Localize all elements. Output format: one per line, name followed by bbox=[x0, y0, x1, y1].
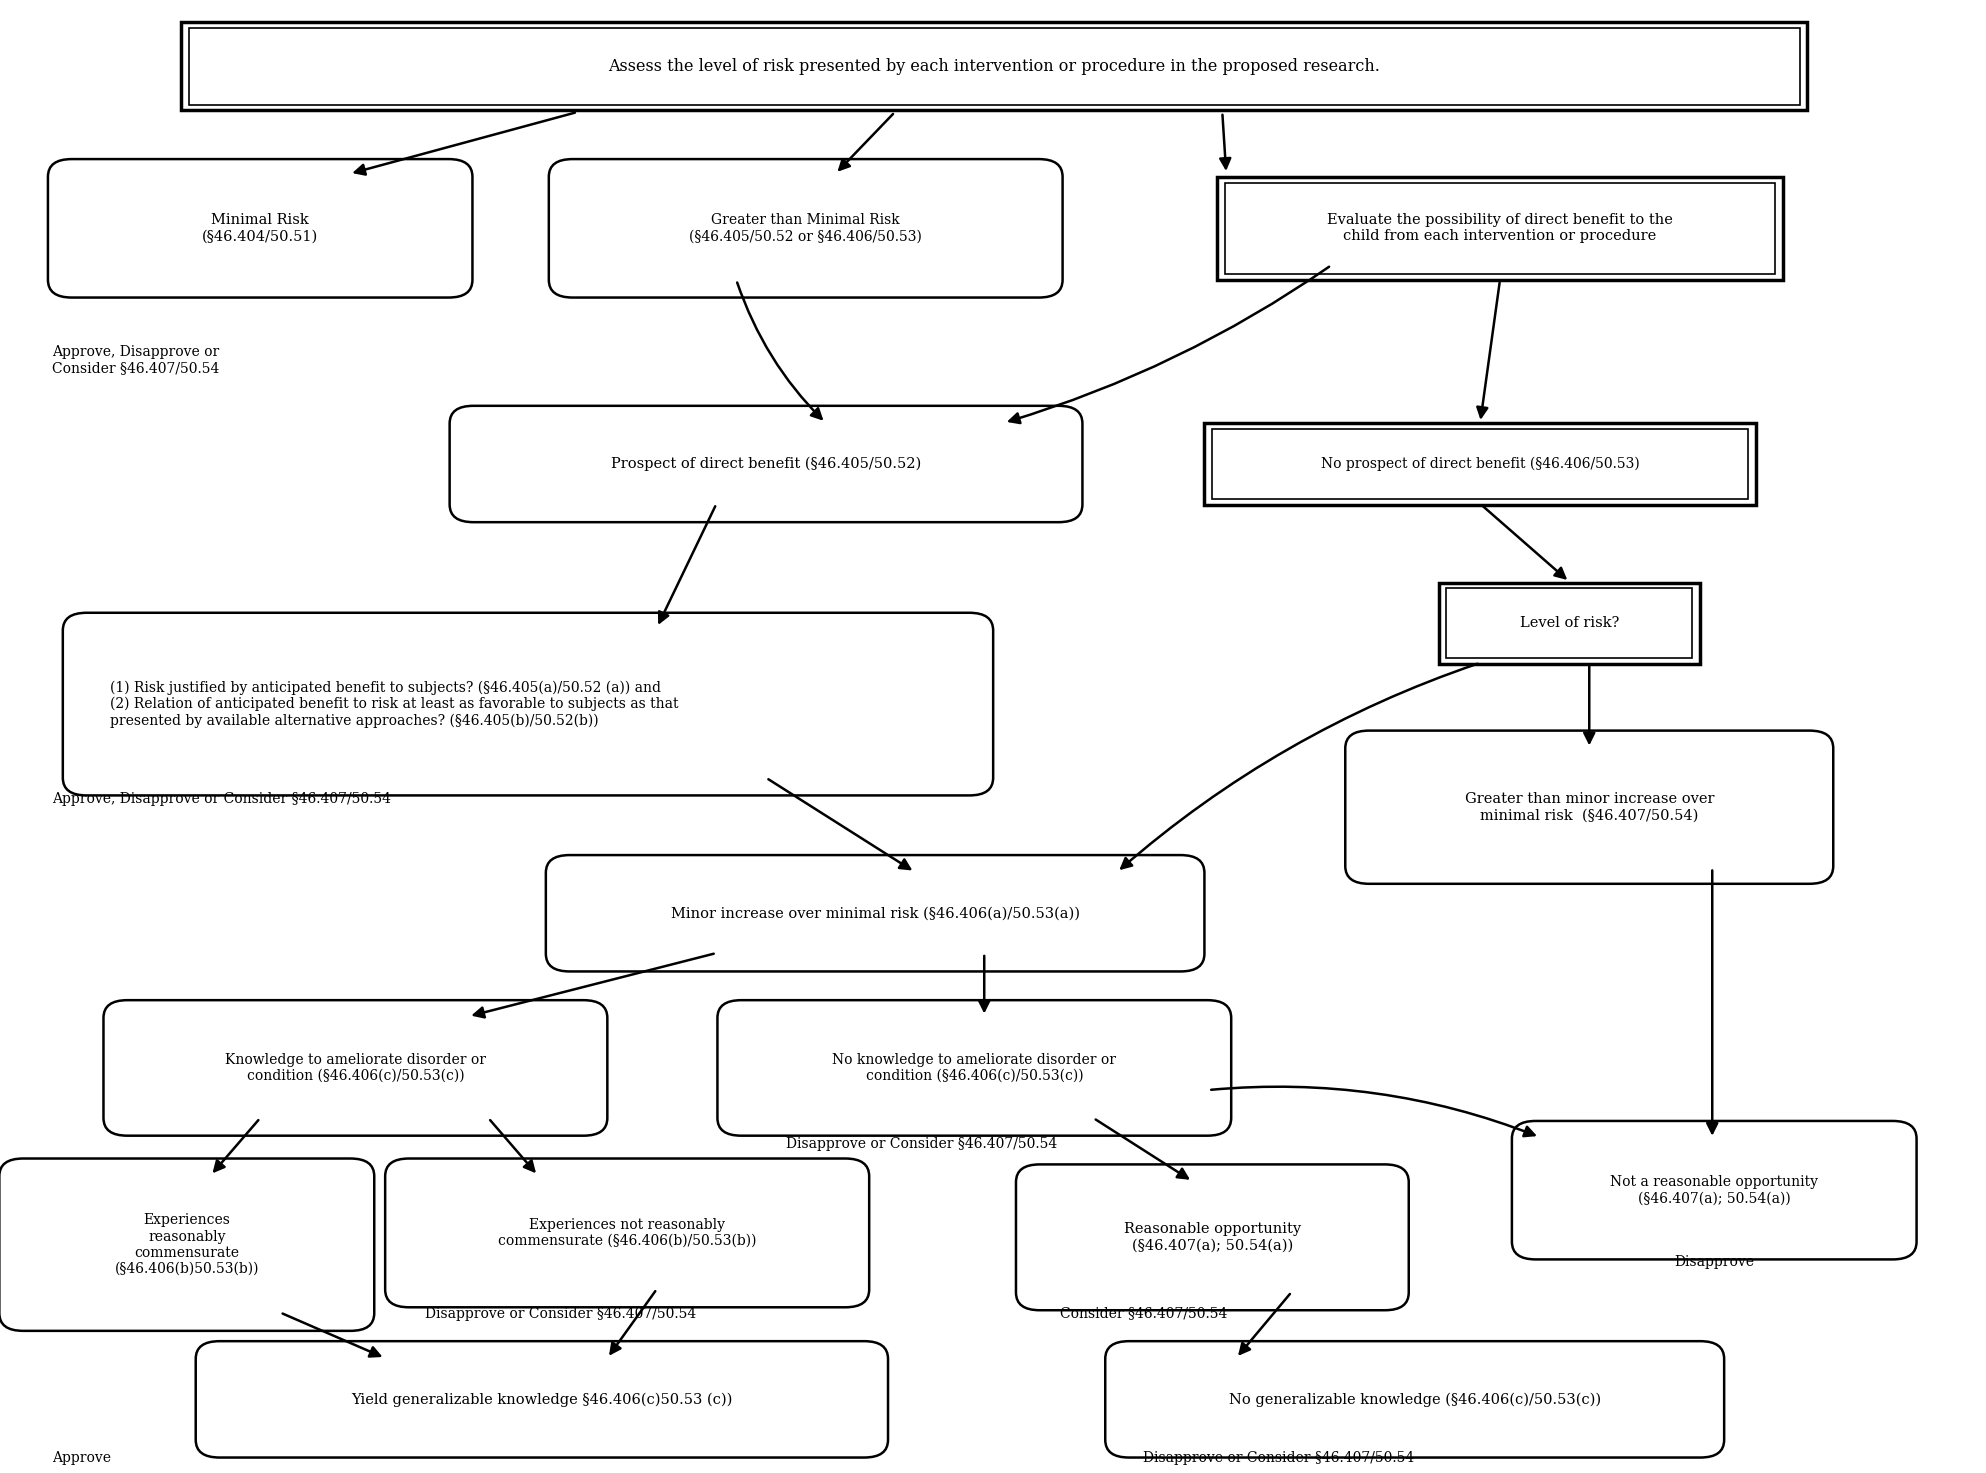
FancyBboxPatch shape bbox=[1345, 731, 1833, 884]
FancyBboxPatch shape bbox=[197, 1340, 888, 1458]
FancyBboxPatch shape bbox=[717, 1000, 1231, 1136]
Text: Reasonable opportunity
(§46.407(a); 50.54(a)): Reasonable opportunity (§46.407(a); 50.5… bbox=[1124, 1223, 1301, 1252]
FancyBboxPatch shape bbox=[0, 1158, 373, 1332]
FancyBboxPatch shape bbox=[64, 613, 993, 795]
Text: No knowledge to ameliorate disorder or
condition (§46.406(c)/50.53(c)): No knowledge to ameliorate disorder or c… bbox=[832, 1053, 1116, 1083]
Text: Disapprove or Consider §46.407/50.54: Disapprove or Consider §46.407/50.54 bbox=[425, 1307, 695, 1321]
Text: Not a reasonable opportunity
(§46.407(a); 50.54(a)): Not a reasonable opportunity (§46.407(a)… bbox=[1611, 1175, 1819, 1205]
Text: Greater than minor increase over
minimal risk  (§46.407/50.54): Greater than minor increase over minimal… bbox=[1464, 792, 1714, 822]
FancyBboxPatch shape bbox=[385, 1158, 870, 1308]
Text: No generalizable knowledge (§46.406(c)/50.53(c)): No generalizable knowledge (§46.406(c)/5… bbox=[1229, 1392, 1601, 1407]
Text: Experiences
reasonably
commensurate
(§46.406(b)50.53(b)): Experiences reasonably commensurate (§46… bbox=[115, 1214, 258, 1276]
Text: Minimal Risk
(§46.404/50.51): Minimal Risk (§46.404/50.51) bbox=[203, 214, 318, 243]
Text: Approve: Approve bbox=[52, 1451, 111, 1466]
Text: Disapprove or Consider §46.407/50.54: Disapprove or Consider §46.407/50.54 bbox=[1142, 1451, 1414, 1466]
FancyBboxPatch shape bbox=[1204, 423, 1756, 504]
Text: Evaluate the possibility of direct benefit to the
child from each intervention o: Evaluate the possibility of direct benef… bbox=[1327, 214, 1672, 243]
FancyBboxPatch shape bbox=[103, 1000, 608, 1136]
FancyBboxPatch shape bbox=[1106, 1340, 1724, 1458]
FancyBboxPatch shape bbox=[1511, 1121, 1916, 1259]
Text: Experiences not reasonably
commensurate (§46.406(b)/50.53(b)): Experiences not reasonably commensurate … bbox=[498, 1218, 757, 1248]
Text: Knowledge to ameliorate disorder or
condition (§46.406(c)/50.53(c)): Knowledge to ameliorate disorder or cond… bbox=[224, 1053, 487, 1083]
Text: Level of risk?: Level of risk? bbox=[1519, 616, 1619, 630]
Text: Greater than Minimal Risk
(§46.405/50.52 or §46.406/50.53): Greater than Minimal Risk (§46.405/50.52… bbox=[689, 214, 922, 243]
Text: Approve, Disapprove or Consider §46.407/50.54: Approve, Disapprove or Consider §46.407/… bbox=[52, 792, 391, 807]
FancyBboxPatch shape bbox=[181, 22, 1807, 110]
FancyBboxPatch shape bbox=[48, 159, 473, 298]
Text: (1) Risk justified by anticipated benefit to subjects? (§46.405(a)/50.52 (a)) an: (1) Risk justified by anticipated benefi… bbox=[111, 681, 679, 728]
Text: Disapprove or Consider §46.407/50.54: Disapprove or Consider §46.407/50.54 bbox=[786, 1137, 1057, 1152]
Text: Disapprove: Disapprove bbox=[1674, 1255, 1754, 1270]
FancyBboxPatch shape bbox=[1217, 177, 1783, 280]
Text: Prospect of direct benefit (§46.405/50.52): Prospect of direct benefit (§46.405/50.5… bbox=[612, 457, 922, 471]
Text: Consider §46.407/50.54: Consider §46.407/50.54 bbox=[1061, 1307, 1227, 1321]
FancyBboxPatch shape bbox=[548, 159, 1063, 298]
FancyBboxPatch shape bbox=[1438, 582, 1700, 663]
FancyBboxPatch shape bbox=[546, 854, 1204, 972]
Text: Assess the level of risk presented by each intervention or procedure in the prop: Assess the level of risk presented by ea… bbox=[608, 57, 1380, 75]
Text: Yield generalizable knowledge §46.406(c)50.53 (c)): Yield generalizable knowledge §46.406(c)… bbox=[352, 1392, 733, 1407]
Text: Approve, Disapprove or
Consider §46.407/50.54: Approve, Disapprove or Consider §46.407/… bbox=[52, 345, 218, 376]
Text: No prospect of direct benefit (§46.406/50.53): No prospect of direct benefit (§46.406/5… bbox=[1321, 457, 1640, 471]
FancyBboxPatch shape bbox=[449, 407, 1082, 521]
Text: Minor increase over minimal risk (§46.406(a)/50.53(a)): Minor increase over minimal risk (§46.40… bbox=[671, 906, 1080, 921]
FancyBboxPatch shape bbox=[1017, 1164, 1408, 1311]
